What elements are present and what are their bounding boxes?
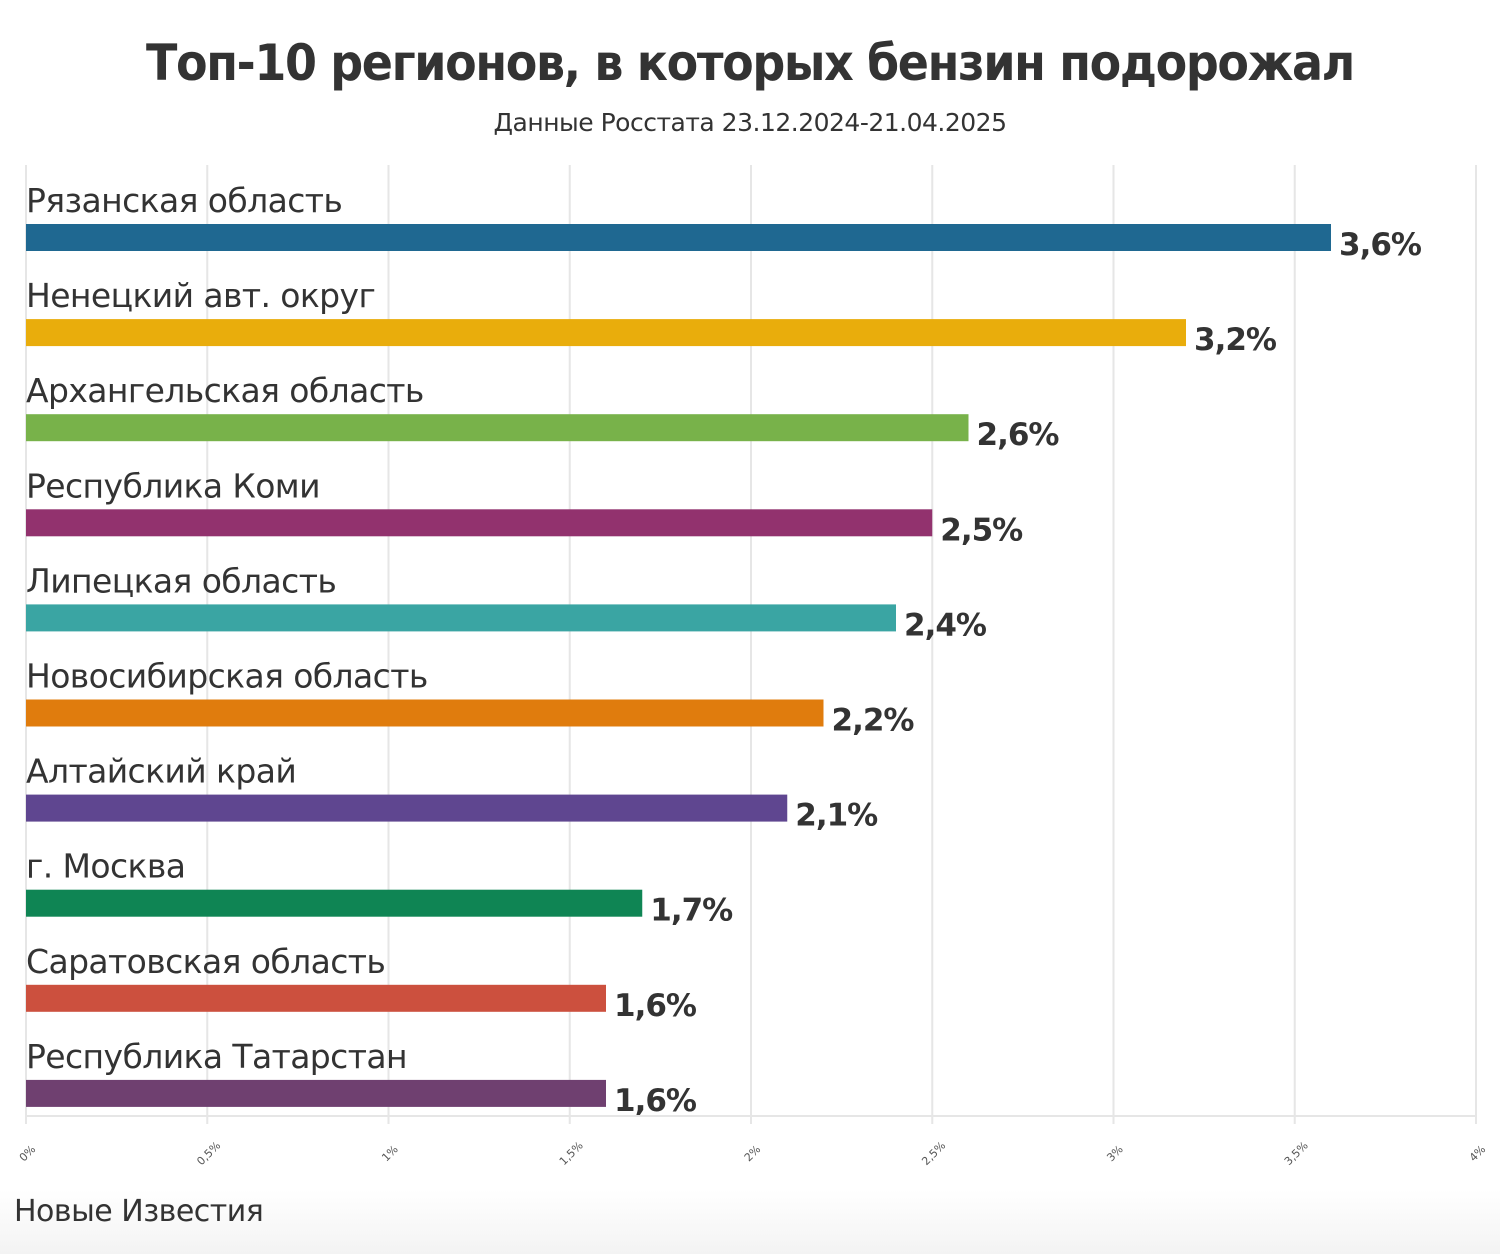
- bar: [26, 604, 896, 632]
- bar-row: Ненецкий авт. округ 3,2%: [26, 276, 1278, 358]
- x-tick-label: 3,5%: [1282, 1139, 1311, 1168]
- chart-title: Топ-10 регионов, в которых бензин подоро…: [146, 34, 1355, 92]
- source-credit: Новые Известия: [14, 1194, 264, 1229]
- bar-row: Архангельская область 2,6%: [26, 371, 1060, 453]
- category-label: Саратовская область: [26, 942, 385, 981]
- bar: [26, 509, 933, 537]
- bar-row: Саратовская область 1,6%: [26, 942, 698, 1024]
- value-label: 3,2%: [1194, 322, 1277, 358]
- x-tick-label: 1%: [379, 1143, 401, 1165]
- value-label: 1,6%: [614, 988, 697, 1024]
- x-axis: 0% 0,5% 1% 1,5% 2% 2,5% 3% 3,5% 4%: [17, 1115, 1489, 1168]
- x-tick-label: 2%: [742, 1143, 764, 1165]
- bar: [26, 984, 606, 1012]
- value-label: 1,6%: [614, 1083, 697, 1119]
- x-tick-label: 4%: [1467, 1143, 1489, 1165]
- value-label: 2,1%: [795, 798, 878, 834]
- bar-row: Новосибирская область 2,2%: [26, 657, 915, 739]
- category-label: Республика Татарстан: [26, 1037, 407, 1076]
- bar: [26, 1079, 606, 1107]
- category-label: Алтайский край: [26, 752, 296, 791]
- bar-row: Липецкая область 2,4%: [26, 561, 988, 643]
- category-label: Архангельская область: [26, 371, 424, 410]
- x-tick-label: 1,5%: [557, 1139, 586, 1168]
- bar: [26, 794, 788, 822]
- x-tick-label: 2,5%: [919, 1139, 948, 1168]
- value-label: 2,5%: [940, 512, 1023, 548]
- category-label: г. Москва: [26, 847, 185, 886]
- bar-row: Рязанская область 3,6%: [26, 181, 1423, 263]
- value-label: 3,6%: [1339, 227, 1422, 263]
- category-label: Новосибирская область: [26, 657, 428, 696]
- bars: Рязанская область 3,6% Ненецкий авт. округ…: [26, 181, 1423, 1119]
- bar: [26, 224, 1331, 251]
- category-label: Рязанская область: [26, 181, 342, 220]
- bar-row: Алтайский край 2,1%: [26, 752, 879, 834]
- value-label: 2,6%: [977, 417, 1060, 453]
- bar-row: г. Москва 1,7%: [26, 847, 734, 929]
- value-label: 2,2%: [832, 703, 915, 739]
- bar-row: Республика Коми 2,5%: [26, 466, 1024, 548]
- category-label: Ненецкий авт. округ: [26, 276, 375, 315]
- bar: [26, 889, 643, 917]
- chart-subtitle: Данные Росстата 23.12.2024-21.04.2025: [493, 108, 1007, 137]
- value-label: 1,7%: [650, 893, 733, 929]
- category-label: Липецкая область: [26, 561, 336, 600]
- bar-row: Республика Татарстан 1,6%: [26, 1037, 698, 1119]
- bar: [26, 414, 969, 442]
- value-label: 2,4%: [904, 607, 987, 643]
- bar: [26, 699, 824, 727]
- x-tick-label: 0,5%: [194, 1139, 223, 1168]
- footer-background: [0, 1190, 1500, 1254]
- x-tick-label: 3%: [1104, 1143, 1126, 1165]
- bar: [26, 319, 1186, 347]
- x-tick-label: 0%: [17, 1143, 39, 1165]
- category-label: Республика Коми: [26, 466, 320, 505]
